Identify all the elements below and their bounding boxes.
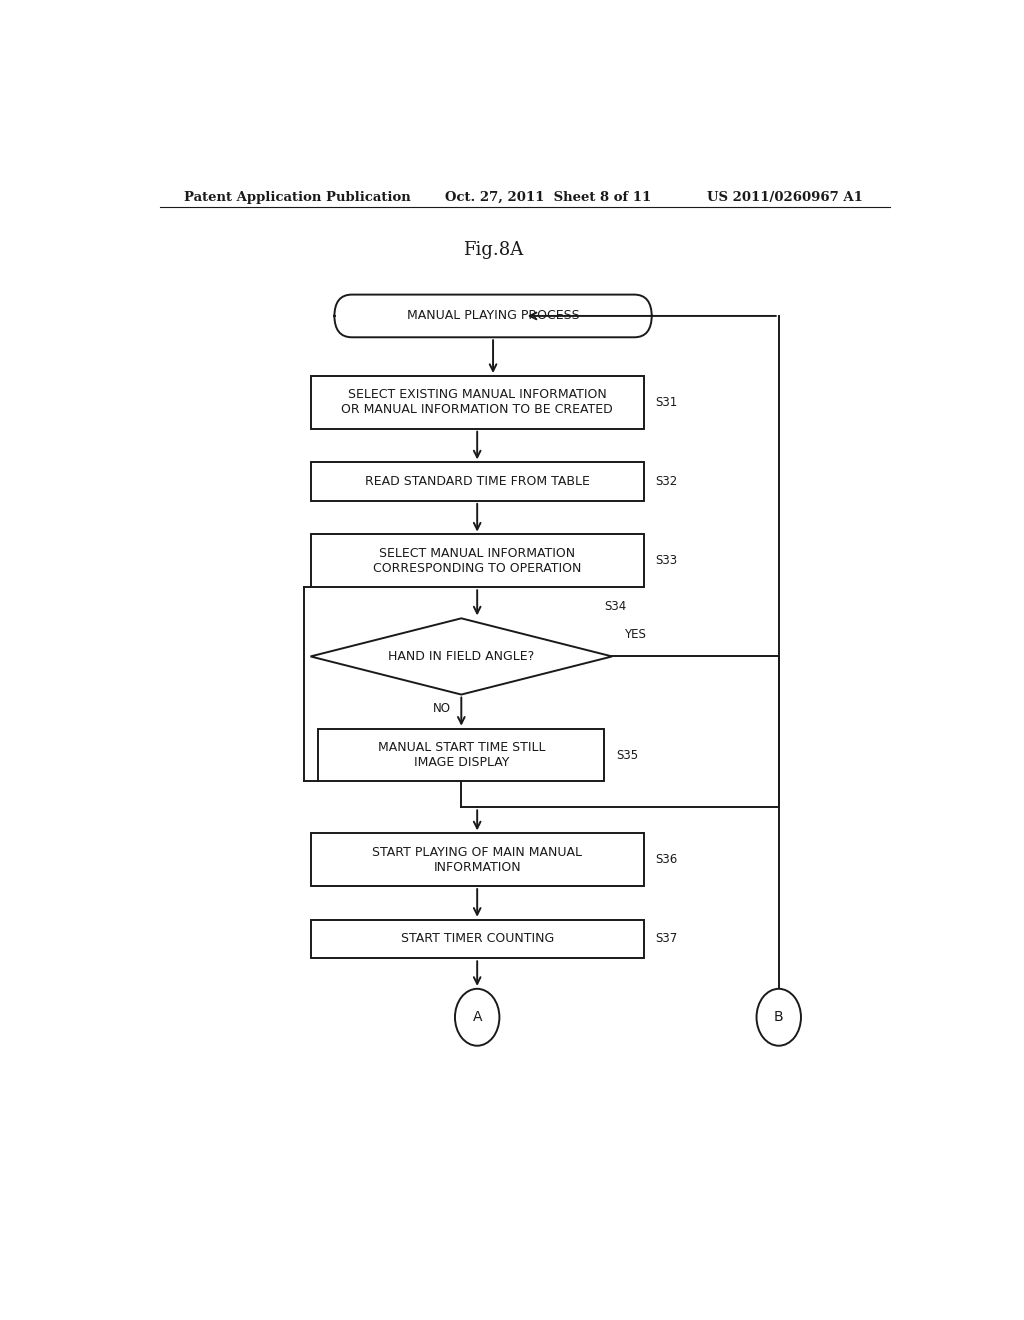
Bar [310,920,644,958]
Text: Fig.8A: Fig.8A [463,240,523,259]
Text: S31: S31 [655,396,678,409]
Text: US 2011/0260967 A1: US 2011/0260967 A1 [708,190,863,203]
Polygon shape [310,618,612,694]
Bar [310,833,644,886]
Text: SELECT MANUAL INFORMATION
CORRESPONDING TO OPERATION: SELECT MANUAL INFORMATION CORRESPONDING … [373,546,582,576]
Text: READ STANDARD TIME FROM TABLE: READ STANDARD TIME FROM TABLE [365,475,590,488]
Bar [318,729,604,781]
Text: S34: S34 [604,601,627,614]
Text: SELECT EXISTING MANUAL INFORMATION
OR MANUAL INFORMATION TO BE CREATED: SELECT EXISTING MANUAL INFORMATION OR MA… [341,388,613,416]
Text: S32: S32 [655,475,678,488]
Text: A: A [472,1010,482,1024]
Text: START PLAYING OF MAIN MANUAL
INFORMATION: START PLAYING OF MAIN MANUAL INFORMATION [372,846,583,874]
Text: HAND IN FIELD ANGLE?: HAND IN FIELD ANGLE? [388,649,535,663]
Text: Oct. 27, 2011  Sheet 8 of 11: Oct. 27, 2011 Sheet 8 of 11 [445,190,651,203]
Circle shape [757,989,801,1045]
Text: YES: YES [624,628,646,642]
Text: S35: S35 [616,748,638,762]
Text: START TIMER COUNTING: START TIMER COUNTING [400,932,554,945]
Bar [310,535,644,587]
Text: MANUAL PLAYING PROCESS: MANUAL PLAYING PROCESS [407,309,580,322]
Text: B: B [774,1010,783,1024]
Text: Patent Application Publication: Patent Application Publication [183,190,411,203]
Text: S37: S37 [655,932,678,945]
Text: S36: S36 [655,853,678,866]
Bar [310,462,644,500]
Text: NO: NO [432,702,451,715]
Text: S33: S33 [655,554,678,568]
FancyBboxPatch shape [334,294,652,338]
Bar [310,376,644,429]
Text: MANUAL START TIME STILL
IMAGE DISPLAY: MANUAL START TIME STILL IMAGE DISPLAY [378,741,545,770]
Circle shape [455,989,500,1045]
